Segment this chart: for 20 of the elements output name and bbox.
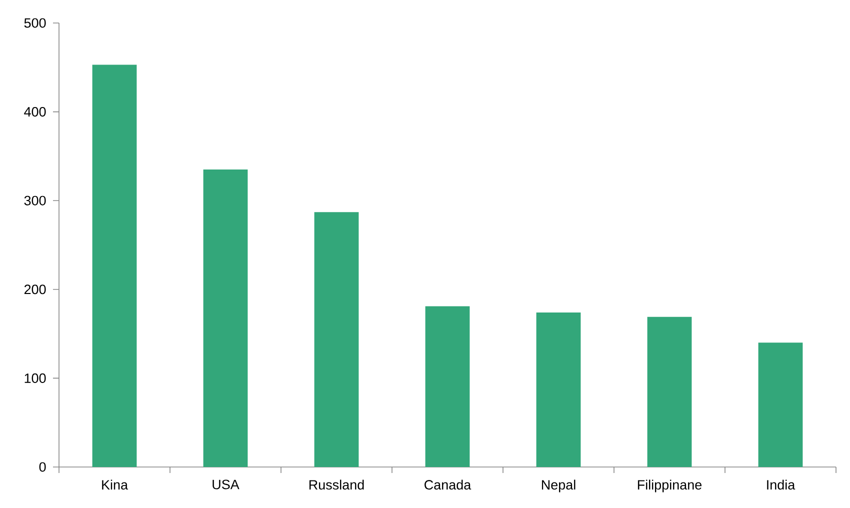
bar bbox=[314, 212, 359, 467]
bar bbox=[425, 306, 470, 467]
x-tick-label: USA bbox=[212, 480, 240, 490]
x-tick-label: India bbox=[767, 480, 796, 490]
bar bbox=[536, 312, 581, 467]
x-tick-label: Kina bbox=[102, 480, 128, 490]
y-tick-label: 500 bbox=[24, 18, 46, 28]
x-tick-label: Nepal bbox=[542, 480, 576, 492]
bar bbox=[647, 316, 692, 467]
y-tick-label: 200 bbox=[24, 284, 46, 294]
y-tick-label: 400 bbox=[24, 107, 46, 117]
bar bbox=[92, 64, 137, 467]
x-tick-label: Canada bbox=[424, 480, 472, 490]
x-tick-label: Filippinane bbox=[638, 480, 702, 492]
y-tick-label: 300 bbox=[24, 196, 46, 206]
bar bbox=[203, 170, 248, 467]
bar bbox=[758, 342, 803, 467]
y-tick-label: 0 bbox=[39, 462, 46, 472]
x-tick-label: Russland bbox=[309, 480, 364, 490]
y-tick-label: 100 bbox=[24, 373, 46, 383]
